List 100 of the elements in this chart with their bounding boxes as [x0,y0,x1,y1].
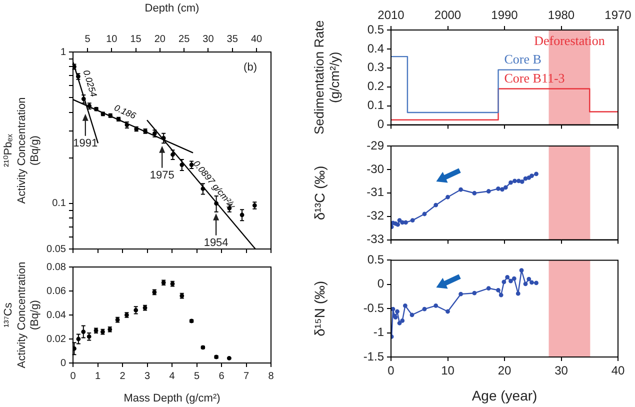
x-tick-label: 0 [388,364,395,378]
x-tick-label: 4 [169,370,176,382]
point [526,276,532,282]
point [458,292,464,296]
y-tick-label: 0.1 [367,98,384,112]
point [240,212,244,218]
y-tick-label: -1.5 [363,349,384,364]
point [508,278,513,284]
y-tick-label: -0.5 [363,300,384,315]
y-tick-label: -29 [366,138,384,152]
y-tick-label: -30 [366,162,384,176]
point [516,291,520,296]
point [520,179,524,184]
point [496,288,500,292]
point [508,180,513,185]
x2-tick-label: 1970 [604,8,632,22]
point [404,220,408,225]
point [200,186,206,191]
y-axis-title: Sedimentation Rate (g/cm²/y) [311,20,342,134]
y-tick-label: 0.02 [46,334,66,345]
x-tick-label: 5 [194,370,200,382]
x-tick-label: 40 [611,364,625,378]
x-tick-label: 8 [268,370,274,382]
y-axis-title: δ¹³C (‰) [311,166,328,220]
x2-tick-label: 30 [202,34,214,45]
x-axis-title: Age (year) [472,387,538,404]
point [180,162,184,167]
point [458,187,464,192]
point [434,303,438,308]
x-tick-label: 20 [498,364,512,378]
point [519,268,524,273]
annotation: (b) [244,62,257,74]
y-tick-label: 0.4 [367,41,384,56]
y-tick-label: 0.1 [52,198,66,210]
point [81,330,86,334]
point [530,280,534,285]
point [486,286,491,290]
point [486,189,491,194]
y-tick-label: 0.3 [367,60,384,74]
x2-tick-label: 15 [130,34,142,45]
point [422,212,427,216]
text: 0.0254 [81,68,99,98]
x-tick-label: 10 [441,364,455,378]
x2-tick-label: 2010 [378,8,405,22]
point [498,292,504,298]
point [161,136,166,140]
point [523,282,528,286]
y-tick-label: 0 [377,117,384,132]
y-tick-label: 0.5 [367,252,384,267]
x-tick-label: 2 [120,370,126,382]
point [396,222,400,227]
point [446,194,450,200]
point [410,312,414,318]
point [512,178,517,184]
point [395,309,400,314]
x-tick-label: 7 [243,370,250,382]
x2-tick-label: 20 [154,34,166,45]
x-tick-label: 3 [144,370,150,382]
point [496,186,500,191]
y-axis-title: ²¹⁰Pbₑₓ Activity Concentration (Bq/g) [2,97,42,204]
y-tick-label: -31 [366,185,384,200]
y-axis-title: ¹³⁷Cs Activity Concentration (Bq/g) [2,262,42,368]
point [400,318,405,323]
y-tick-label: -32 [366,208,384,223]
point [500,187,504,192]
point [76,336,81,342]
text: 0.186 [112,102,138,121]
point [446,309,450,314]
point [402,303,408,308]
point [502,280,506,284]
point [505,274,510,280]
point [410,218,415,223]
x2-tick-label: 5 [84,34,91,45]
x2-axis-title: Depth (cm) [144,2,200,15]
point [523,176,528,181]
x2-tick-label: 40 [250,34,263,45]
y-axis-title: δ¹⁵N (‰) [311,280,328,336]
x2-tick-label: 35 [226,34,238,45]
y-tick-label: 0 [377,276,384,291]
point [472,190,477,196]
x-axis-title: Mass Depth (g/cm²) [124,392,220,404]
x2-tick-label: 2000 [434,8,462,22]
y-tick-label: -1 [373,325,384,340]
point [526,175,532,180]
point [512,276,516,281]
point [516,178,521,184]
x2-tick-label: 1990 [491,8,518,22]
point [397,218,402,223]
point [189,162,194,167]
y-tick-label: 0.2 [367,79,384,94]
point [397,320,402,326]
x2-tick-label: 10 [106,34,118,45]
x-tick-label: 30 [554,364,568,378]
point [422,306,427,312]
y-tick-label: 0.05 [46,244,66,255]
x2-tick-label: 1980 [548,8,575,22]
y-tick-label: 0.06 [46,286,66,297]
x-tick-label: 1 [94,370,101,382]
y-tick-label: -33 [366,232,384,246]
y-tick-label: 0.04 [46,310,66,321]
